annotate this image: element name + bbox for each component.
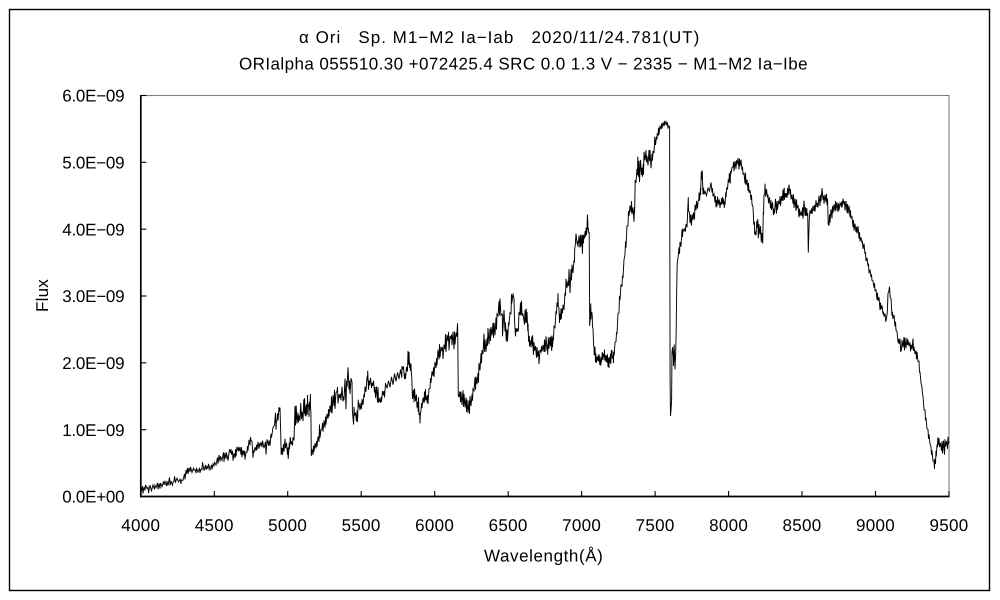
svg-text:Flux: Flux — [33, 279, 52, 312]
svg-text:8000: 8000 — [709, 516, 748, 535]
svg-text:5.0E−09: 5.0E−09 — [62, 154, 124, 173]
svg-text:5000: 5000 — [268, 516, 307, 535]
svg-text:1.0E−09: 1.0E−09 — [62, 421, 124, 440]
svg-text:6000: 6000 — [415, 516, 454, 535]
svg-text:α Ori Sp. M1−M2 Ia−Iab 202: α Ori Sp. M1−M2 Ia−Iab 2020/11/24.781(UT… — [299, 28, 700, 47]
svg-text:8500: 8500 — [782, 516, 821, 535]
svg-text:4.0E−09: 4.0E−09 — [62, 220, 124, 239]
svg-text:ORIalpha 055510.30 +072425.4 S: ORIalpha 055510.30 +072425.4 SRC 0.0 1.3… — [239, 55, 808, 74]
svg-text:2.0E−09: 2.0E−09 — [62, 354, 124, 373]
svg-text:7500: 7500 — [636, 516, 675, 535]
svg-text:Wavelength(Å): Wavelength(Å) — [484, 547, 603, 566]
svg-text:4000: 4000 — [121, 516, 160, 535]
svg-text:9500: 9500 — [929, 516, 968, 535]
svg-text:5500: 5500 — [342, 516, 381, 535]
svg-text:4500: 4500 — [195, 516, 234, 535]
svg-text:0.0E+00: 0.0E+00 — [62, 488, 124, 507]
svg-text:6.0E−09: 6.0E−09 — [62, 87, 124, 106]
svg-text:3.0E−09: 3.0E−09 — [62, 287, 124, 306]
svg-text:7000: 7000 — [562, 516, 601, 535]
svg-text:9000: 9000 — [856, 516, 895, 535]
svg-text:6500: 6500 — [489, 516, 528, 535]
